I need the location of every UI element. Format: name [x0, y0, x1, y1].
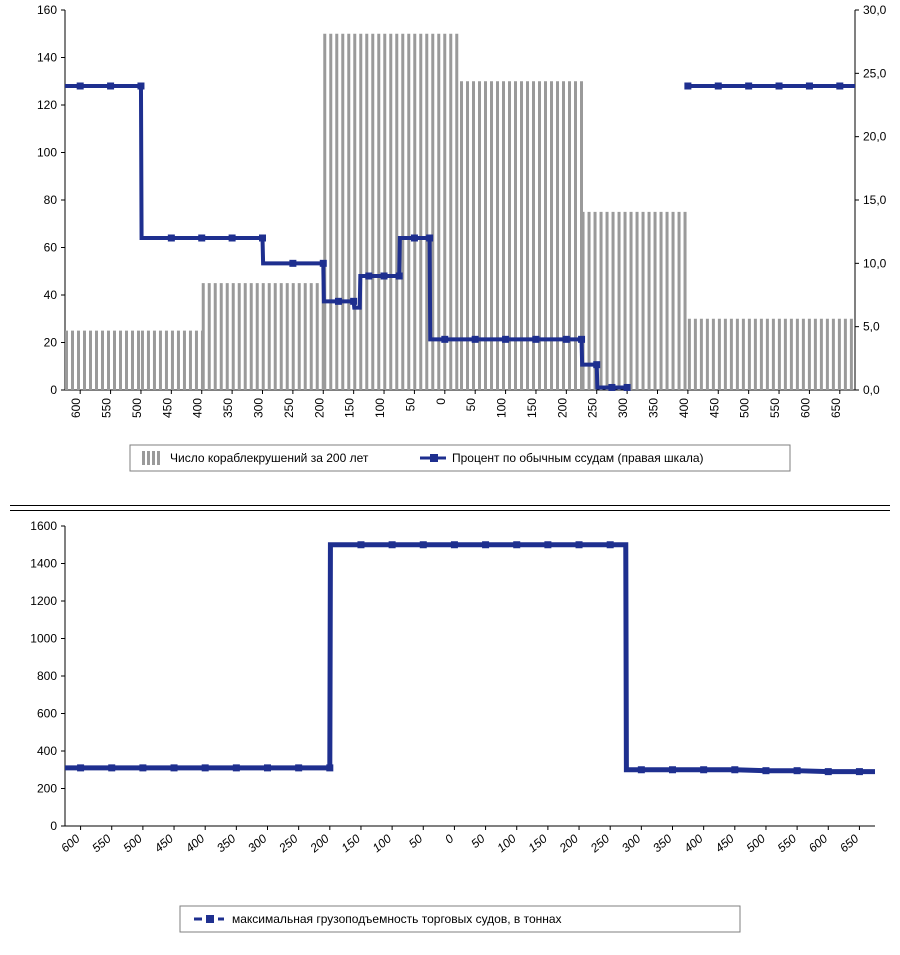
svg-text:300: 300: [616, 398, 630, 418]
svg-text:450: 450: [152, 831, 177, 855]
svg-text:5,0: 5,0: [863, 320, 880, 334]
svg-text:20: 20: [44, 336, 58, 350]
svg-text:600: 600: [37, 707, 57, 721]
legend-line-label: Процент по обычным ссудам (правая шкала): [452, 451, 704, 465]
svg-text:150: 150: [339, 831, 364, 855]
svg-text:350: 350: [214, 831, 239, 855]
svg-text:0: 0: [434, 398, 448, 405]
svg-text:550: 550: [775, 831, 800, 855]
svg-text:60: 60: [44, 241, 58, 255]
svg-text:400: 400: [191, 398, 205, 418]
svg-text:600: 600: [806, 831, 831, 855]
svg-text:50: 50: [464, 398, 478, 412]
svg-text:25,0: 25,0: [863, 66, 887, 80]
svg-text:1000: 1000: [30, 632, 57, 646]
svg-text:250: 250: [275, 831, 300, 855]
svg-text:30,0: 30,0: [863, 3, 887, 17]
svg-text:550: 550: [100, 398, 114, 418]
svg-text:350: 350: [647, 398, 661, 418]
svg-text:450: 450: [707, 398, 721, 418]
svg-text:600: 600: [69, 398, 83, 418]
svg-text:300: 300: [245, 831, 270, 855]
svg-text:80: 80: [44, 193, 58, 207]
svg-text:150: 150: [343, 398, 357, 418]
svg-text:50: 50: [403, 398, 417, 412]
svg-text:15,0: 15,0: [863, 193, 887, 207]
svg-text:250: 250: [282, 398, 296, 418]
top-chart-svg: 0 20 40 60 80 100 120 140 160 0,0 5,0 10,0 15,0 20,0 2…: [10, 0, 890, 505]
svg-text:200: 200: [555, 398, 569, 418]
svg-text:400: 400: [37, 744, 57, 758]
page-root: { "layout": { "width": 900, "height": 95…: [0, 0, 900, 955]
svg-text:120: 120: [37, 98, 57, 112]
svg-text:650: 650: [829, 398, 843, 418]
svg-text:40: 40: [44, 288, 58, 302]
svg-text:1200: 1200: [30, 594, 57, 608]
svg-text:800: 800: [37, 669, 57, 683]
svg-text:150: 150: [525, 398, 539, 418]
svg-text:600: 600: [798, 398, 812, 418]
svg-text:100: 100: [370, 831, 395, 855]
svg-text:0: 0: [442, 831, 456, 846]
svg-text:0,0: 0,0: [863, 383, 880, 397]
svg-text:100: 100: [494, 831, 519, 855]
legend-bars-label: Число кораблекрушений за 200 лет: [170, 451, 369, 465]
legend-bottom-label: максимальная грузоподъемность торговых с…: [232, 912, 562, 926]
svg-text:160: 160: [37, 3, 57, 17]
svg-text:400: 400: [681, 831, 706, 855]
svg-text:300: 300: [619, 831, 644, 855]
svg-text:1600: 1600: [30, 519, 57, 533]
svg-text:350: 350: [221, 398, 235, 418]
svg-text:400: 400: [183, 831, 208, 855]
svg-text:250: 250: [587, 831, 612, 855]
svg-text:20,0: 20,0: [863, 130, 887, 144]
svg-text:500: 500: [130, 398, 144, 418]
svg-text:600: 600: [58, 831, 83, 855]
top-chart-panel: 0 20 40 60 80 100 120 140 160 0,0 5,0 10,0 15,0 20,0 2…: [10, 0, 890, 506]
svg-text:0: 0: [50, 383, 57, 397]
svg-text:140: 140: [37, 51, 57, 65]
svg-text:550: 550: [89, 831, 114, 855]
svg-text:550: 550: [768, 398, 782, 418]
svg-text:200: 200: [312, 398, 326, 418]
svg-text:1400: 1400: [30, 557, 57, 571]
svg-text:50: 50: [468, 831, 487, 851]
svg-text:200: 200: [556, 831, 581, 855]
svg-text:450: 450: [712, 831, 737, 855]
svg-text:200: 200: [37, 782, 57, 796]
svg-text:300: 300: [252, 398, 266, 418]
svg-text:500: 500: [120, 831, 145, 855]
svg-text:500: 500: [738, 398, 752, 418]
svg-text:50: 50: [406, 831, 425, 851]
svg-text:350: 350: [650, 831, 675, 855]
svg-text:400: 400: [677, 398, 691, 418]
svg-text:250: 250: [586, 398, 600, 418]
svg-text:500: 500: [744, 831, 769, 855]
bottom-chart-panel: 0200400600800100012001400160060055050045…: [10, 510, 890, 951]
svg-text:100: 100: [373, 398, 387, 418]
svg-text:10,0: 10,0: [863, 256, 887, 270]
svg-text:650: 650: [837, 831, 862, 855]
svg-text:0: 0: [50, 819, 57, 833]
svg-text:150: 150: [525, 831, 550, 855]
svg-text:100: 100: [37, 146, 57, 160]
svg-text:100: 100: [495, 398, 509, 418]
svg-text:450: 450: [160, 398, 174, 418]
bottom-chart-svg: 0200400600800100012001400160060055050045…: [10, 511, 890, 951]
svg-text:200: 200: [307, 831, 332, 855]
